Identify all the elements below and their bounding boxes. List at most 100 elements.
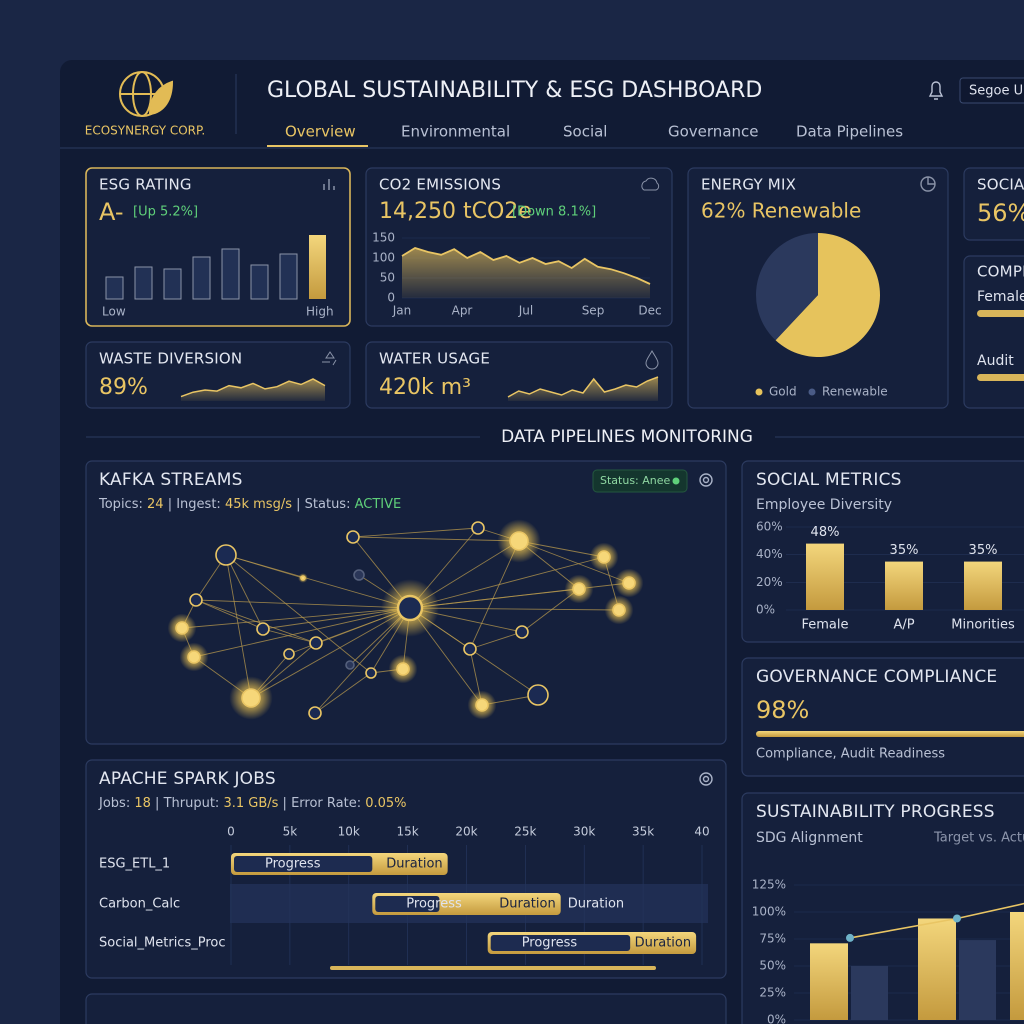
network-node[interactable] xyxy=(515,625,529,639)
tab[interactable]: Governance xyxy=(668,123,759,141)
network-node[interactable] xyxy=(396,594,424,622)
rating-value: A- xyxy=(99,198,124,226)
governance-value: 98% xyxy=(756,696,809,724)
target-point xyxy=(953,914,961,923)
network-edge xyxy=(195,599,264,630)
line xyxy=(401,247,651,285)
network-node[interactable] xyxy=(622,576,636,590)
bar xyxy=(250,264,269,300)
network-node[interactable] xyxy=(346,530,360,544)
job-progress xyxy=(375,896,440,912)
co2-value: 14,250 tCO2e xyxy=(379,199,532,224)
y-tick-label: 150 xyxy=(372,231,395,245)
network-node[interactable] xyxy=(256,622,270,636)
network-edge xyxy=(225,554,411,609)
item-label: Female xyxy=(977,289,1024,305)
water-value: 420k m³ xyxy=(379,375,471,400)
bar xyxy=(134,266,153,300)
network-node[interactable] xyxy=(308,706,322,720)
y-tick-label: 100 xyxy=(372,251,395,265)
network-node[interactable] xyxy=(353,569,365,581)
spark-line xyxy=(180,378,326,398)
x-tick-label: 0 xyxy=(227,825,235,839)
network-node[interactable] xyxy=(345,660,355,670)
network-node[interactable] xyxy=(612,603,626,617)
font-select[interactable] xyxy=(959,77,1024,104)
tabs: Overview Environmental Social Governance Dat… xyxy=(267,123,903,147)
y-tick-label: 40% xyxy=(756,547,783,561)
duration-label: Duration xyxy=(386,857,442,872)
network-edge xyxy=(469,631,523,650)
spark-area xyxy=(508,377,658,401)
x-tick-label: Jul xyxy=(518,304,533,318)
card[interactable] xyxy=(963,167,1024,241)
status-badge-text: Status: Anee xyxy=(600,474,671,487)
y-tick-label: 0% xyxy=(767,1013,786,1024)
area xyxy=(402,248,650,298)
network-edge xyxy=(409,556,605,609)
duration-label: Duration xyxy=(568,897,624,912)
x-tick-label: Sep xyxy=(582,304,605,318)
network-node[interactable] xyxy=(175,621,189,635)
network-node[interactable] xyxy=(283,648,295,660)
drop-icon xyxy=(645,349,659,370)
progress-bar xyxy=(756,731,1024,737)
network-node[interactable] xyxy=(597,550,611,564)
network-edge xyxy=(225,554,372,674)
network-edge xyxy=(262,628,317,644)
y-tick-label: 125% xyxy=(752,878,786,892)
network-edge xyxy=(181,607,411,629)
status-dot xyxy=(672,477,680,485)
progress-bar xyxy=(977,310,1024,317)
x-tick-label: Jan xyxy=(392,304,412,318)
tab[interactable]: Environmental xyxy=(401,123,510,141)
progress-label: Progress xyxy=(406,897,462,912)
network-node[interactable] xyxy=(309,636,323,650)
tab[interactable]: Social xyxy=(563,123,607,141)
y-tick-label: 50 xyxy=(380,271,395,285)
bell-icon[interactable] xyxy=(928,81,944,100)
cloud-icon xyxy=(641,177,660,191)
x-tick-label: Minorities xyxy=(951,618,1015,633)
card-title: APACHE SPARK JOBS xyxy=(99,769,276,789)
network-node[interactable] xyxy=(475,698,489,712)
gear-icon[interactable] xyxy=(699,473,713,487)
network-node[interactable] xyxy=(189,593,203,607)
gear-icon[interactable] xyxy=(699,772,713,786)
network-node[interactable] xyxy=(572,582,586,596)
social-value: 56% xyxy=(977,199,1024,227)
y-tick-label: 25% xyxy=(759,986,786,1000)
font-select-text[interactable]: Segoe UI xyxy=(969,84,1024,99)
network-node[interactable] xyxy=(300,575,306,581)
tab[interactable]: Data Pipelines xyxy=(796,123,903,141)
job-name: Carbon_Calc xyxy=(99,897,180,912)
network-node[interactable] xyxy=(527,684,549,706)
card-title: CO2 EMISSIONS xyxy=(379,176,501,194)
network-node[interactable] xyxy=(509,531,529,551)
job-progress xyxy=(234,856,373,872)
network-node[interactable] xyxy=(365,667,377,679)
network-node[interactable] xyxy=(215,544,237,566)
network-node[interactable] xyxy=(463,642,477,656)
spark-stats: Jobs: 18 | Thruput: 3.1 GB/s | Error Rat… xyxy=(98,796,407,811)
bar-icon xyxy=(323,179,335,190)
bar xyxy=(918,918,956,1020)
x-tick-label: 5k xyxy=(283,825,298,839)
network-node[interactable] xyxy=(396,662,410,676)
data-label: 35% xyxy=(890,543,919,558)
scrollbar[interactable] xyxy=(330,966,656,970)
tab[interactable]: Overview xyxy=(285,123,356,141)
legend-text: Target vs. Actu xyxy=(933,831,1024,846)
bar xyxy=(309,235,326,299)
card[interactable] xyxy=(963,255,1024,409)
section-title: DATA PIPELINES MONITORING xyxy=(501,427,753,447)
network-node[interactable] xyxy=(471,521,485,535)
network-node[interactable] xyxy=(187,650,201,664)
status-badge xyxy=(592,469,688,493)
bar xyxy=(810,943,848,1020)
data-label: 48% xyxy=(811,525,840,540)
card-title: ESG RATING xyxy=(99,176,192,194)
network-node[interactable] xyxy=(241,688,261,708)
x-tick-label: Female xyxy=(801,618,848,633)
